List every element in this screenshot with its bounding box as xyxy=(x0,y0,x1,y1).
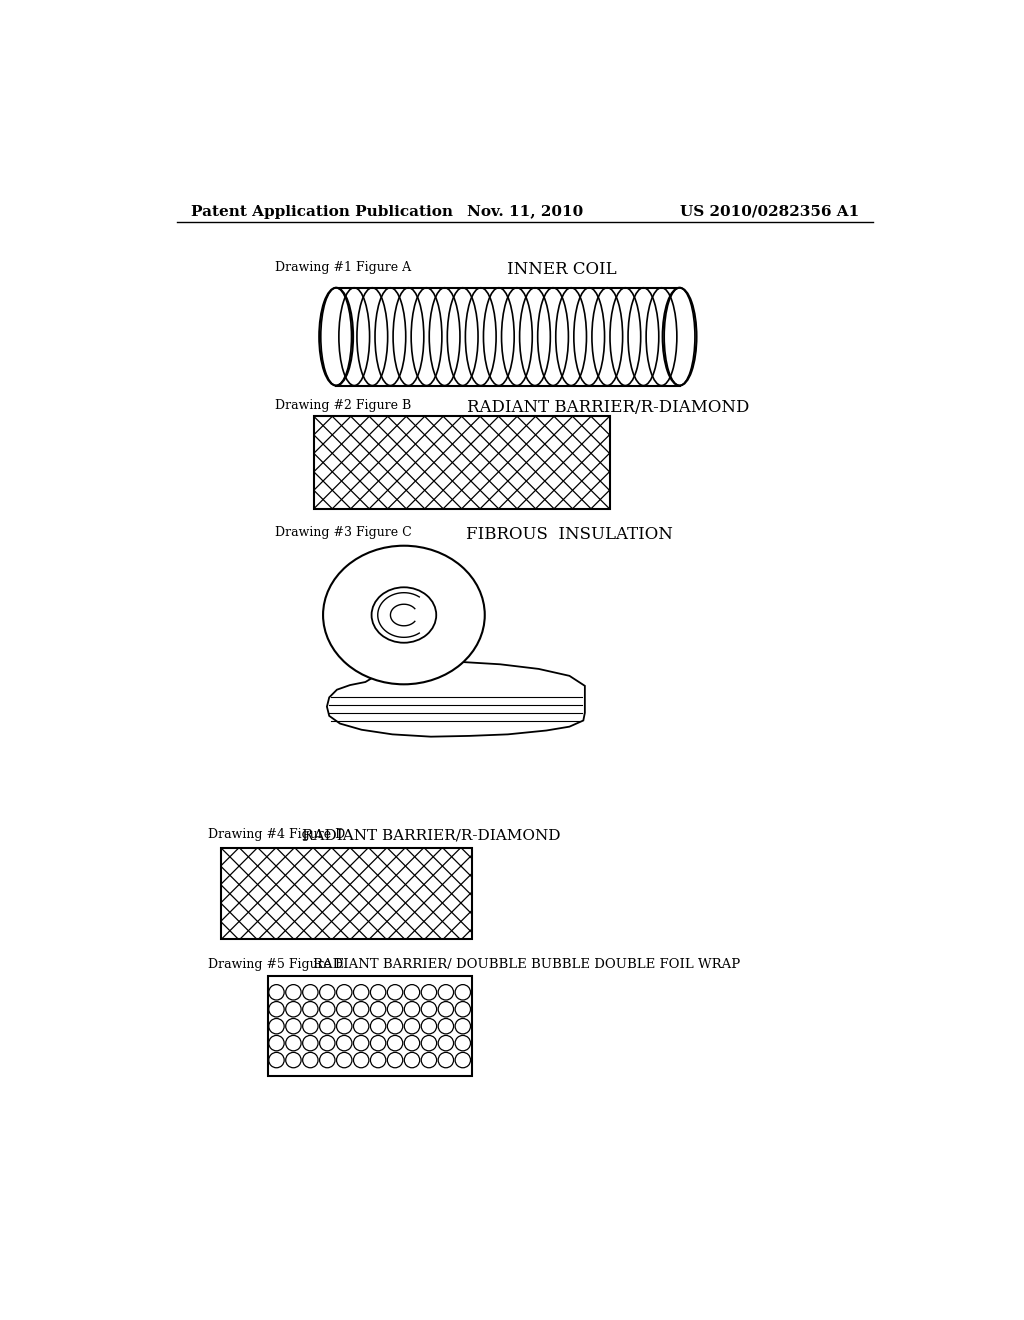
Circle shape xyxy=(286,1052,301,1068)
Circle shape xyxy=(286,1002,301,1016)
Circle shape xyxy=(404,1052,420,1068)
Circle shape xyxy=(421,1019,436,1034)
Text: RADIANT BARRIER/R-DIAMOND: RADIANT BARRIER/R-DIAMOND xyxy=(467,400,750,416)
Text: INNER COIL: INNER COIL xyxy=(507,261,616,277)
Circle shape xyxy=(421,1052,436,1068)
Circle shape xyxy=(455,1002,470,1016)
Text: RADIANT BARRIER/ DOUBBLE BUBBLE DOUBLE FOIL WRAP: RADIANT BARRIER/ DOUBBLE BUBBLE DOUBLE F… xyxy=(313,958,740,970)
Circle shape xyxy=(337,1052,352,1068)
Bar xyxy=(267,977,472,1076)
Bar xyxy=(267,977,472,1076)
Circle shape xyxy=(319,985,335,1001)
Circle shape xyxy=(337,1035,352,1051)
Text: US 2010/0282356 A1: US 2010/0282356 A1 xyxy=(680,205,859,219)
Text: Drawing #3 Figure C: Drawing #3 Figure C xyxy=(275,527,412,540)
Circle shape xyxy=(319,1002,335,1016)
Circle shape xyxy=(387,1002,402,1016)
Bar xyxy=(221,849,472,940)
Ellipse shape xyxy=(319,288,353,385)
Circle shape xyxy=(268,985,285,1001)
Text: Nov. 11, 2010: Nov. 11, 2010 xyxy=(467,205,583,219)
Circle shape xyxy=(337,985,352,1001)
Ellipse shape xyxy=(323,545,484,684)
Text: Drawing #2 Figure B: Drawing #2 Figure B xyxy=(275,400,412,412)
Circle shape xyxy=(455,985,470,1001)
Text: Drawing #5 Figure E: Drawing #5 Figure E xyxy=(208,958,344,970)
Bar xyxy=(267,977,472,1076)
Circle shape xyxy=(421,1002,436,1016)
Polygon shape xyxy=(327,663,585,737)
Text: Patent Application Publication: Patent Application Publication xyxy=(190,205,453,219)
Circle shape xyxy=(303,985,318,1001)
Circle shape xyxy=(404,1019,420,1034)
Text: Drawing #1 Figure A: Drawing #1 Figure A xyxy=(275,261,412,273)
Circle shape xyxy=(337,1019,352,1034)
Circle shape xyxy=(371,985,386,1001)
Circle shape xyxy=(353,1019,369,1034)
Circle shape xyxy=(286,1035,301,1051)
Text: Drawing #4 Figure D: Drawing #4 Figure D xyxy=(208,829,345,841)
Circle shape xyxy=(438,1019,454,1034)
Circle shape xyxy=(353,985,369,1001)
Circle shape xyxy=(268,1019,285,1034)
Circle shape xyxy=(303,1002,318,1016)
Circle shape xyxy=(353,1035,369,1051)
Circle shape xyxy=(438,1035,454,1051)
Circle shape xyxy=(353,1052,369,1068)
Text: RADIANT BARRIER/R-DIAMOND: RADIANT BARRIER/R-DIAMOND xyxy=(302,829,560,842)
Bar xyxy=(221,849,472,940)
Circle shape xyxy=(421,1035,436,1051)
Circle shape xyxy=(371,1035,386,1051)
Circle shape xyxy=(438,1052,454,1068)
Circle shape xyxy=(353,1002,369,1016)
Circle shape xyxy=(387,1052,402,1068)
Circle shape xyxy=(319,1019,335,1034)
Bar xyxy=(221,849,472,940)
Circle shape xyxy=(319,1035,335,1051)
Bar xyxy=(313,416,610,508)
Bar xyxy=(313,416,610,508)
Circle shape xyxy=(286,985,301,1001)
Circle shape xyxy=(268,1002,285,1016)
Circle shape xyxy=(404,1035,420,1051)
Circle shape xyxy=(404,1002,420,1016)
Bar xyxy=(336,288,680,385)
Circle shape xyxy=(286,1019,301,1034)
Circle shape xyxy=(319,1052,335,1068)
Ellipse shape xyxy=(663,288,696,385)
Circle shape xyxy=(438,1002,454,1016)
Circle shape xyxy=(371,1019,386,1034)
Circle shape xyxy=(303,1052,318,1068)
Circle shape xyxy=(268,1052,285,1068)
Circle shape xyxy=(455,1019,470,1034)
Circle shape xyxy=(387,985,402,1001)
Circle shape xyxy=(455,1052,470,1068)
Ellipse shape xyxy=(372,587,436,643)
Text: FIBROUS  INSULATION: FIBROUS INSULATION xyxy=(466,527,673,544)
Circle shape xyxy=(337,1002,352,1016)
Circle shape xyxy=(371,1052,386,1068)
Circle shape xyxy=(387,1019,402,1034)
Circle shape xyxy=(268,1035,285,1051)
Circle shape xyxy=(455,1035,470,1051)
Circle shape xyxy=(421,985,436,1001)
Circle shape xyxy=(303,1019,318,1034)
Bar xyxy=(313,416,610,508)
Circle shape xyxy=(371,1002,386,1016)
Circle shape xyxy=(387,1035,402,1051)
Circle shape xyxy=(438,985,454,1001)
Circle shape xyxy=(404,985,420,1001)
Circle shape xyxy=(303,1035,318,1051)
